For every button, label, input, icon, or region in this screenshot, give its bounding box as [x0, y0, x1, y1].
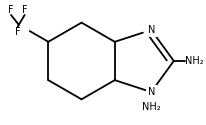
Text: F: F: [22, 5, 27, 15]
Text: NH₂: NH₂: [141, 102, 160, 112]
Text: F: F: [8, 5, 14, 15]
Text: N: N: [147, 25, 154, 35]
Text: F: F: [15, 27, 21, 37]
Text: N: N: [147, 87, 154, 97]
Text: NH₂: NH₂: [185, 56, 203, 66]
